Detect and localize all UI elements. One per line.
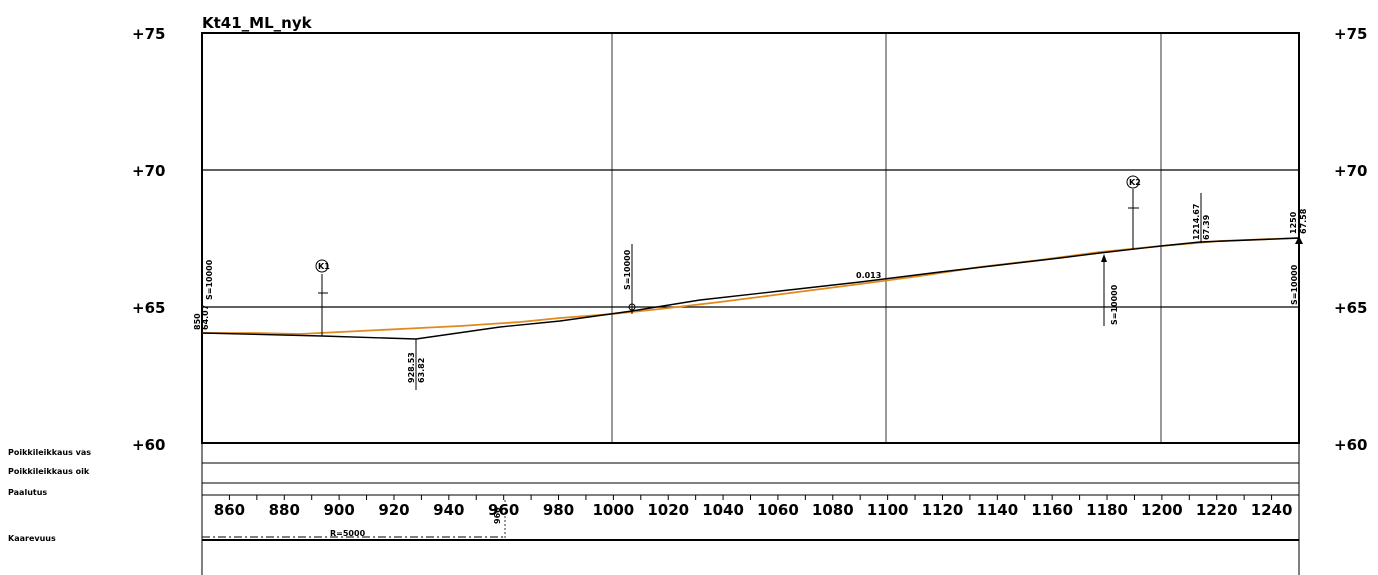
x-tick-label: 1180	[1086, 501, 1128, 519]
x-axis-ticks: 860 880 900 920 940 960 980 1000 1020 1040 1060 108…	[201, 495, 1300, 519]
y-label-75-left: +75	[132, 25, 165, 43]
high-station-label: 1214.67	[1192, 204, 1201, 240]
end-height-label: 67.58	[1299, 208, 1308, 234]
x-tick-label: 1000	[593, 501, 635, 519]
mid-s-label: S=10000	[623, 249, 632, 290]
design-line	[201, 237, 1300, 340]
y-label-65-left: +65	[132, 299, 165, 317]
mid-s-circle-icon	[628, 303, 636, 311]
x-tick-label: 1140	[976, 501, 1018, 519]
y-label-60-left: +60	[132, 436, 165, 454]
row-label-left-section: Poikkileikkaus vas	[8, 448, 91, 457]
x-tick-label: 1120	[922, 501, 964, 519]
x-tick-label: 880	[269, 501, 300, 519]
curvature-label: R=5000	[330, 529, 366, 538]
start-station-label: 850	[193, 313, 202, 330]
end-arrow-icon	[1295, 236, 1303, 244]
y-label-60-right: +60	[1334, 436, 1367, 454]
start-height-label: 64.07	[201, 305, 210, 330]
k2-circle-icon	[1126, 175, 1140, 189]
x-tick-label: 940	[433, 501, 464, 519]
y-label-70-right: +70	[1334, 162, 1367, 180]
gradient-label: 0.013	[856, 271, 881, 280]
x-tick-label: 1200	[1141, 501, 1183, 519]
x-tick-label: 1080	[812, 501, 854, 519]
drawing-title: Kt41_ML_nyk	[202, 14, 313, 32]
row-label-curvature: Kaarevuus	[8, 534, 56, 543]
x-tick-label: 1220	[1196, 501, 1238, 519]
x-tick-label: 1020	[647, 501, 689, 519]
high-height-label: 67.39	[1202, 214, 1211, 240]
row-label-right-section: Poikkileikkaus oik	[8, 467, 90, 476]
x-tick-label: 1100	[867, 501, 909, 519]
plot-frame	[201, 32, 1300, 444]
y-label-65-right: +65	[1334, 299, 1367, 317]
x-tick-label: 920	[378, 501, 409, 519]
start-s-label: S=10000	[205, 259, 214, 300]
k1-label: K1	[318, 262, 330, 271]
row-label-stationing: Paalutus	[8, 488, 47, 497]
x-tick-label: 1240	[1251, 501, 1293, 519]
right-s-arrow-icon	[1101, 254, 1107, 262]
end-s-label: S=10000	[1290, 264, 1299, 305]
end-station-label: 1250	[1289, 211, 1298, 234]
y-label-70-left: +70	[132, 162, 165, 180]
x-tick-label: 1060	[757, 501, 799, 519]
right-s-label: S=10000	[1110, 284, 1119, 325]
k1-circle-icon	[315, 259, 329, 273]
low-height-label: 63.82	[417, 358, 426, 383]
ground-line	[202, 237, 1300, 335]
x-tick-label: 1160	[1031, 501, 1073, 519]
x-tick-label: 860	[214, 501, 245, 519]
x-tick-label: 900	[323, 501, 354, 519]
curvature-end-label: 960	[493, 507, 502, 524]
x-tick-label: 980	[543, 501, 574, 519]
k2-label: K2	[1129, 178, 1141, 187]
x-tick-label: 1040	[702, 501, 744, 519]
y-label-75-right: +75	[1334, 25, 1367, 43]
low-station-label: 928.53	[407, 352, 416, 383]
x-tick-label: 960	[488, 501, 519, 519]
